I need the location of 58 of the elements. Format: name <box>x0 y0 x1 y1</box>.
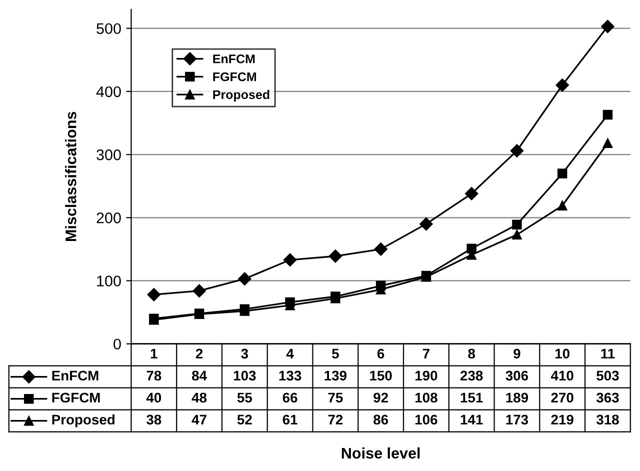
data-label: 66 <box>282 392 298 403</box>
data-label: 139 <box>324 370 346 381</box>
x-tick-label: 5 <box>332 348 339 359</box>
data-label: 61 <box>282 414 298 425</box>
y-tick-label: 500 <box>96 23 121 34</box>
data-label: 55 <box>237 392 252 403</box>
data-label: 363 <box>596 392 619 403</box>
data-label: 410 <box>550 370 574 381</box>
data-label: 108 <box>415 392 438 403</box>
y-tick-label: 400 <box>96 86 121 98</box>
data-label: 92 <box>374 392 388 403</box>
data-label: 103 <box>234 370 256 381</box>
data-label: 86 <box>374 414 388 425</box>
data-label: 141 <box>460 414 483 424</box>
data-label: 190 <box>415 370 438 381</box>
data-label: 189 <box>506 392 528 403</box>
x-tick-label: 7 <box>422 348 430 358</box>
x-tick-label: 4 <box>286 348 294 358</box>
data-label: 52 <box>237 414 252 425</box>
data-label: 72 <box>328 414 343 424</box>
y-tick-label: 0 <box>114 338 121 350</box>
x-tick-label: 8 <box>468 348 475 359</box>
data-label: 306 <box>506 370 528 381</box>
data-label: 84 <box>192 370 207 381</box>
data-label: 219 <box>551 414 574 425</box>
data-label: 75 <box>328 392 343 403</box>
data-label: 151 <box>460 392 483 403</box>
x-tick-label: 1 <box>150 348 158 358</box>
legend-label: Proposed <box>213 90 270 102</box>
data-label: 133 <box>279 370 302 381</box>
x-tick-label: 9 <box>514 348 520 359</box>
data-label: 38 <box>146 414 162 425</box>
data-label: 503 <box>596 370 619 381</box>
data-label: 47 <box>192 414 206 424</box>
y-tick-label: 200 <box>96 212 121 224</box>
text: Noise level <box>342 447 420 459</box>
data-label: 318 <box>596 414 619 425</box>
legend-label: EnFCM <box>213 54 255 64</box>
y-axis-title: Misclassifications <box>65 112 76 241</box>
text: Proposed <box>52 414 114 428</box>
text: EnFCM <box>52 370 98 381</box>
data-label: 173 <box>506 414 528 425</box>
x-tick-label: 6 <box>377 348 384 359</box>
data-label: 150 <box>370 370 392 381</box>
y-tick-label: 100 <box>97 276 121 286</box>
data-label: 270 <box>551 392 574 403</box>
legend-label: FGFCM <box>213 72 256 82</box>
text: FGFCM <box>52 392 100 403</box>
x-tick-label: 2 <box>196 348 203 358</box>
x-tick-label: 3 <box>241 348 248 359</box>
data-label: 48 <box>192 392 207 403</box>
data-label: 238 <box>460 370 483 381</box>
data-label: 106 <box>415 414 438 425</box>
y-tick-label: 300 <box>96 149 121 160</box>
x-tick-label: 11 <box>601 348 615 358</box>
data-label: 78 <box>146 370 162 381</box>
data-label: 40 <box>146 392 162 403</box>
x-tick-label: 10 <box>555 348 570 359</box>
